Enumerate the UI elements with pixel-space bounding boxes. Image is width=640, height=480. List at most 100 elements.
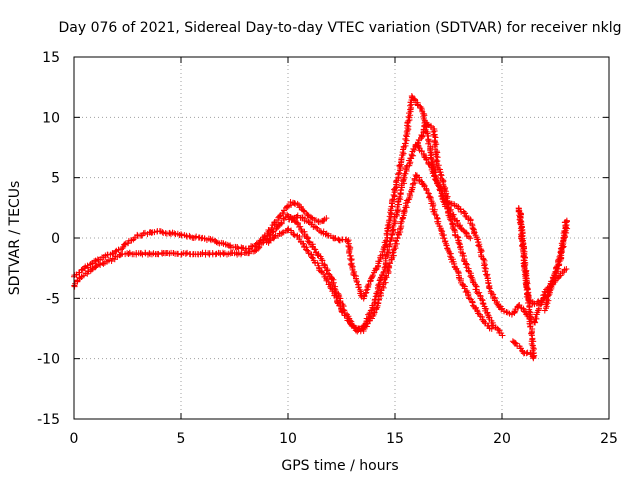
data-point — [390, 191, 397, 198]
x-tick-label: 0 — [70, 431, 79, 447]
data-point — [396, 162, 403, 169]
data-point — [457, 222, 464, 229]
data-point — [477, 249, 484, 256]
data-point — [365, 281, 372, 288]
data-point — [304, 247, 311, 254]
data-point — [369, 273, 376, 280]
data-point — [266, 237, 273, 244]
data-point — [527, 309, 534, 316]
data-point — [332, 235, 339, 242]
data-point — [386, 262, 393, 269]
data-point — [550, 274, 557, 281]
y-tick-label: -5 — [46, 291, 60, 307]
data-point — [451, 226, 458, 233]
data-point — [248, 243, 255, 250]
data-point — [438, 172, 445, 179]
x-tick-label: 25 — [600, 431, 618, 447]
data-point — [449, 221, 456, 228]
data-point — [444, 199, 451, 206]
data-point — [476, 289, 483, 296]
data-point — [424, 190, 431, 197]
data-point — [334, 299, 341, 306]
data-point — [529, 342, 536, 349]
data-point — [451, 260, 458, 267]
data-point — [462, 212, 469, 219]
data-point — [220, 250, 227, 257]
data-point — [308, 214, 315, 221]
data-point — [314, 252, 321, 259]
data-point — [432, 134, 439, 141]
data-point — [396, 169, 403, 176]
data-point — [353, 278, 360, 285]
data-point — [347, 252, 354, 259]
data-point — [521, 271, 528, 278]
data-point — [100, 260, 107, 267]
data-point — [84, 262, 91, 269]
data-point — [291, 200, 298, 207]
data-point — [237, 251, 244, 258]
data-point — [389, 249, 396, 256]
x-axis-label: GPS time / hours — [281, 458, 398, 474]
data-point — [403, 132, 410, 139]
data-points — [70, 92, 571, 362]
x-tick-label: 20 — [493, 431, 511, 447]
data-point — [521, 251, 528, 258]
data-point — [410, 152, 417, 159]
data-point — [382, 279, 389, 286]
data-point — [363, 287, 370, 294]
data-point — [515, 303, 522, 310]
data-point — [447, 250, 454, 257]
data-point — [465, 233, 472, 240]
data-point — [516, 216, 523, 223]
data-point — [364, 283, 371, 290]
data-point — [405, 196, 412, 203]
data-point — [260, 237, 267, 244]
chart-title: Day 076 of 2021, Sidereal Day-to-day VTE… — [59, 20, 622, 36]
data-point — [105, 256, 112, 263]
data-point — [556, 273, 563, 280]
data-point — [285, 226, 292, 233]
data-point — [423, 156, 430, 163]
data-point — [393, 240, 400, 247]
data-point — [400, 208, 407, 215]
y-tick-label: 10 — [42, 110, 60, 126]
data-point — [305, 238, 312, 245]
data-point — [512, 339, 519, 346]
data-point — [398, 218, 405, 225]
data-point — [193, 233, 200, 240]
data-point — [255, 245, 262, 252]
data-point — [410, 180, 417, 187]
data-point — [555, 262, 562, 269]
data-point — [252, 247, 259, 254]
data-point — [479, 300, 486, 307]
data-point — [482, 268, 489, 275]
data-point — [314, 260, 321, 267]
data-point — [431, 210, 438, 217]
y-axis-label: SDTVAR / TECUs — [7, 181, 23, 296]
data-point — [423, 187, 430, 194]
data-point — [561, 219, 568, 226]
data-point — [312, 246, 319, 253]
data-point — [495, 326, 502, 333]
data-point — [419, 132, 426, 139]
data-point — [384, 222, 391, 229]
data-point — [413, 173, 420, 180]
data-point — [347, 245, 354, 252]
data-point — [313, 224, 320, 231]
data-point — [430, 161, 437, 168]
data-point — [159, 229, 166, 236]
grid — [74, 57, 609, 419]
y-tick-label: -10 — [37, 352, 60, 368]
data-point — [529, 335, 536, 342]
data-point — [460, 257, 467, 264]
data-point — [511, 309, 518, 316]
data-point — [457, 206, 464, 213]
data-point — [467, 235, 474, 242]
data-point — [488, 289, 495, 296]
data-point — [298, 227, 305, 234]
data-point — [446, 208, 453, 215]
data-point — [294, 200, 301, 207]
data-point — [475, 242, 482, 249]
data-point — [119, 245, 126, 252]
